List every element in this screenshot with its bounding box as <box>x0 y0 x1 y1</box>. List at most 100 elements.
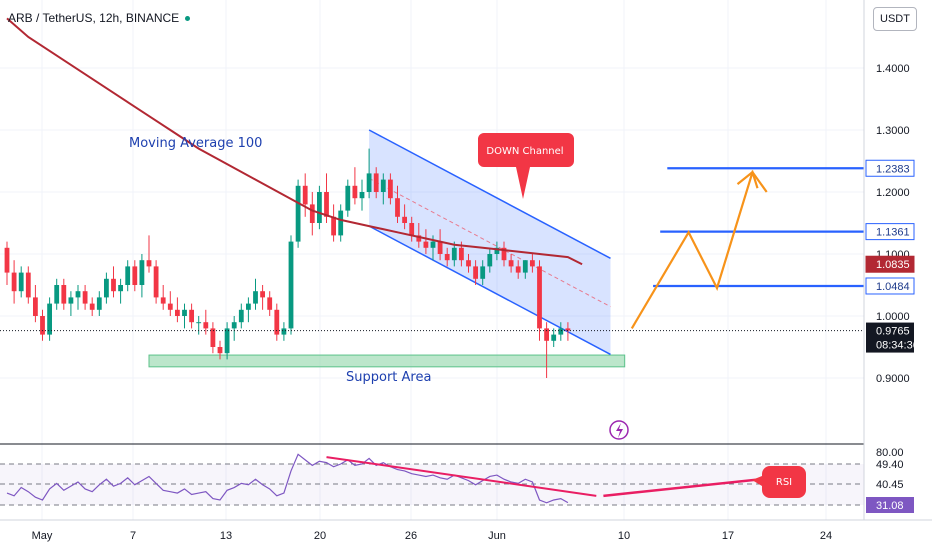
candle <box>210 322 216 354</box>
candle-body <box>253 291 258 304</box>
candle-body <box>196 322 202 324</box>
candle-body <box>402 216 407 223</box>
candle <box>125 260 131 292</box>
rsi-divergence-line[interactable] <box>326 456 597 497</box>
candle-body <box>302 185 308 205</box>
candle <box>402 204 407 230</box>
rsi-label: RSI <box>776 477 792 488</box>
candle <box>352 167 358 205</box>
candle <box>444 247 450 267</box>
down-channel-label: DOWN Channel <box>486 146 563 157</box>
candle <box>96 291 102 316</box>
time-tick-label: 13 <box>220 530 232 542</box>
market-status-dot <box>185 16 191 22</box>
candle <box>551 328 557 347</box>
lightning-icon[interactable] <box>609 420 629 440</box>
candle-body <box>430 241 436 248</box>
candle <box>366 148 372 199</box>
candle <box>253 278 258 310</box>
candle-body <box>153 266 159 298</box>
candle <box>11 260 17 304</box>
candle <box>302 173 308 217</box>
time-tick-label: 26 <box>405 530 417 542</box>
candle-body <box>132 266 138 285</box>
candle-body <box>508 260 514 267</box>
candle-body <box>295 185 301 242</box>
candle-body <box>89 303 95 310</box>
level-tag-label: 1.1361 <box>876 227 910 239</box>
candle-body <box>118 285 123 292</box>
candle-body <box>366 173 372 192</box>
candle <box>281 322 287 341</box>
time-tick-label: 17 <box>722 530 734 542</box>
candle-body <box>260 291 265 298</box>
rsi-callout-shape <box>752 466 806 498</box>
candle <box>104 272 109 304</box>
candle-body <box>68 297 74 304</box>
down-channel-callout-shape <box>478 133 574 199</box>
candle <box>338 204 344 242</box>
candle-body <box>160 297 166 304</box>
moving-average-line[interactable] <box>6 17 583 266</box>
candle <box>47 297 52 341</box>
time-axis[interactable]: May 7 13 20 26 Jun 10 17 24 <box>32 530 833 542</box>
price-tick-label: 1.3000 <box>876 125 910 137</box>
channel-upper-line[interactable] <box>368 129 611 260</box>
candle <box>345 179 351 217</box>
candle <box>487 247 493 273</box>
candle-body <box>139 260 145 285</box>
candle <box>331 204 336 242</box>
level-tag-label: 1.2383 <box>876 163 910 175</box>
rsi-callout: RSI <box>752 466 806 498</box>
candle <box>167 291 173 316</box>
candle <box>295 179 301 248</box>
level-tag-box <box>865 223 915 241</box>
candle-body <box>111 278 116 292</box>
candle <box>82 285 88 310</box>
channel-lower-line[interactable] <box>368 225 611 356</box>
candle <box>40 309 45 341</box>
candle <box>373 167 379 199</box>
candle <box>146 235 152 273</box>
candle-body <box>466 260 471 267</box>
candle-body <box>487 254 493 267</box>
candle <box>153 260 159 304</box>
candle <box>451 241 457 267</box>
candle-body <box>515 266 521 273</box>
candle-body <box>324 192 329 217</box>
candle <box>558 322 564 341</box>
candle <box>231 316 237 341</box>
symbol-title[interactable]: ARB / TetherUS, 12h, BINANCE <box>8 11 191 25</box>
candle-body <box>473 266 478 279</box>
rsi-projection-line[interactable] <box>603 477 768 498</box>
candle <box>437 229 443 261</box>
candle <box>160 285 166 310</box>
candle-body <box>551 334 557 341</box>
candle-body <box>338 210 344 236</box>
candle <box>267 291 273 316</box>
candle <box>508 254 514 273</box>
rsi-tick-label: 49.40 <box>876 459 904 471</box>
candle <box>217 340 223 360</box>
candle-body <box>380 179 386 192</box>
candle-body <box>40 316 45 335</box>
candle-body <box>480 266 486 279</box>
price-tick-label: 1.2000 <box>876 187 910 199</box>
candle <box>75 285 81 310</box>
candle <box>61 278 67 310</box>
currency-button[interactable]: USDT <box>873 7 917 31</box>
candle-body <box>217 347 223 354</box>
rsi-line <box>6 453 569 504</box>
candle <box>246 297 251 323</box>
down-channel-callout: DOWN Channel <box>478 133 574 199</box>
candle <box>480 260 486 285</box>
candle-body <box>281 328 287 335</box>
candle <box>182 303 187 329</box>
candle-body <box>423 241 429 248</box>
candle-body <box>530 260 535 267</box>
levels <box>653 167 864 288</box>
candle-body <box>544 328 549 341</box>
projection-path[interactable] <box>630 169 768 329</box>
